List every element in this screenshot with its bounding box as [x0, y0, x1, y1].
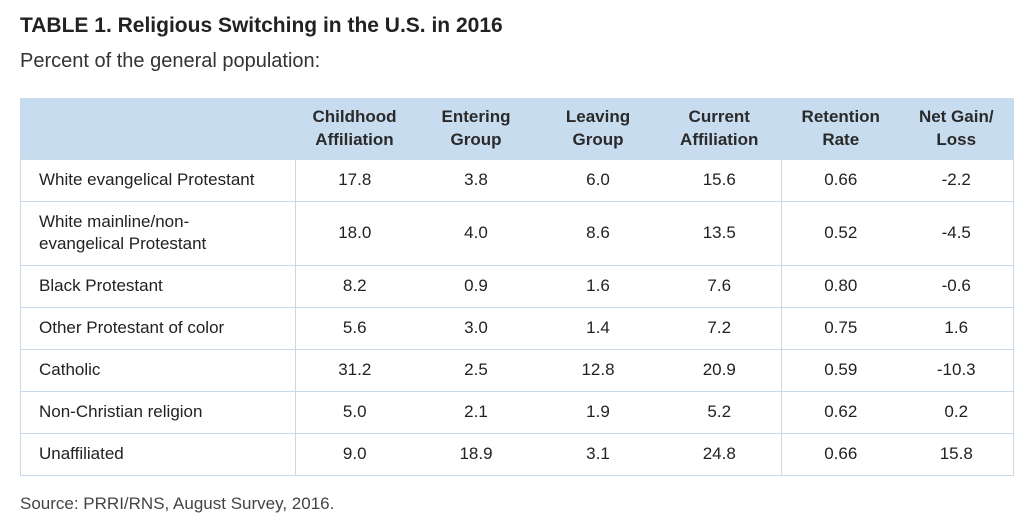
cell-retention-rate: 0.62: [781, 391, 900, 433]
cell-childhood-affiliation: 17.8: [338, 170, 372, 189]
table-row: White mainline/non-evangelical Protestan…: [20, 201, 1014, 265]
cell-entering-group: 3.8: [464, 170, 488, 189]
cell-net-gain-loss: 0.2: [944, 402, 969, 421]
column-header-net-gain-loss: Net Gain/Loss: [918, 107, 994, 150]
cell-childhood-affiliation: 31.2: [338, 360, 372, 379]
cell-current-affiliation: 7.6: [707, 276, 732, 295]
cell-current-affiliation: 15.6: [702, 170, 736, 189]
column-header-retention-rate: Retention Rate: [781, 98, 900, 159]
cell-net-gain-loss: 1.6: [944, 318, 969, 337]
table-title: TABLE 1. Religious Switching in the U.S.…: [20, 14, 503, 37]
table-row: Catholic 31.2 2.5 12.8 20.9 0.59 -10.3: [20, 349, 1014, 391]
header-label-cell: [20, 98, 296, 159]
cell-current-affiliation: 13.5: [702, 223, 736, 242]
cell-leaving-group: 6.0: [586, 170, 610, 189]
cell-childhood-affiliation: 18.0: [338, 223, 372, 242]
cell-net-gain-loss: -10.3: [936, 360, 976, 379]
cell-retention-rate: 0.66: [781, 433, 900, 475]
cell-childhood-affiliation: 9.0: [342, 444, 367, 463]
cell-current-affiliation: 24.8: [702, 444, 736, 463]
cell-leaving-group: 1.9: [586, 402, 610, 421]
cell-entering-group: 0.9: [464, 276, 488, 295]
row-label: Other Protestant of color: [20, 307, 296, 349]
table-row: White evangelical Protestant 17.8 3.8 6.0 15…: [20, 159, 1014, 201]
row-label: Non-Christian religion: [20, 391, 296, 433]
cell-retention-rate: 0.80: [781, 265, 900, 307]
row-label: Catholic: [20, 349, 296, 391]
cell-current-affiliation: 5.2: [707, 402, 732, 421]
row-label: Unaffiliated: [20, 433, 296, 475]
cell-leaving-group: 1.6: [586, 276, 610, 295]
cell-net-gain-loss: 15.8: [939, 444, 973, 463]
cell-childhood-affiliation: 5.0: [342, 402, 367, 421]
cell-current-affiliation: 20.9: [702, 360, 736, 379]
cell-entering-group: 3.0: [464, 318, 488, 337]
cell-childhood-affiliation: 8.2: [342, 276, 367, 295]
table-row: Unaffiliated 9.0 18.9 3.1 24.8 0.66 15.8: [20, 433, 1014, 475]
column-header-leaving-group: Leaving Group: [565, 107, 631, 150]
source-note: Source: PRRI/RNS, August Survey, 2016.: [20, 494, 335, 513]
table-container: Childhood Affiliation Entering Group Leavi…: [20, 98, 1014, 476]
cell-retention-rate: 0.66: [781, 159, 900, 201]
row-label: White evangelical Protestant: [20, 159, 296, 201]
cell-net-gain-loss: -0.6: [941, 276, 971, 295]
cell-retention-rate: 0.52: [781, 201, 900, 265]
cell-net-gain-loss: -4.5: [941, 223, 971, 242]
cell-net-gain-loss: -2.2: [941, 170, 971, 189]
cell-entering-group: 2.1: [464, 402, 488, 421]
column-header-entering-group: Entering Group: [441, 107, 511, 150]
column-header-current-affiliation: Current Affiliation: [680, 107, 759, 150]
cell-leaving-group: 8.6: [586, 223, 610, 242]
cell-childhood-affiliation: 5.6: [342, 318, 367, 337]
row-label: Black Protestant: [20, 265, 296, 307]
cell-entering-group: 18.9: [459, 444, 493, 463]
cell-leaving-group: 3.1: [586, 444, 610, 463]
table-header-row: Childhood Affiliation Entering Group Leavi…: [20, 98, 1014, 159]
religious-switching-table: Childhood Affiliation Entering Group Leavi…: [20, 98, 1014, 476]
cell-leaving-group: 12.8: [581, 360, 615, 379]
cell-entering-group: 2.5: [464, 360, 488, 379]
cell-entering-group: 4.0: [464, 223, 488, 242]
table-row: Other Protestant of color 5.6 3.0 1.4 7.2 0.7…: [20, 307, 1014, 349]
cell-retention-rate: 0.75: [781, 307, 900, 349]
table-subtitle: Percent of the general population:: [20, 50, 321, 72]
table-row: Non-Christian religion 5.0 2.1 1.9 5.2 0.62 0.…: [20, 391, 1014, 433]
column-header-childhood-affiliation: Childhood Affiliation: [312, 107, 397, 150]
cell-current-affiliation: 7.2: [707, 318, 732, 337]
row-label: White mainline/non-evangelical Protestan…: [20, 201, 296, 265]
cell-leaving-group: 1.4: [586, 318, 610, 337]
table-row: Black Protestant 8.2 0.9 1.6 7.6 0.80 -0.6: [20, 265, 1014, 307]
cell-retention-rate: 0.59: [781, 349, 900, 391]
